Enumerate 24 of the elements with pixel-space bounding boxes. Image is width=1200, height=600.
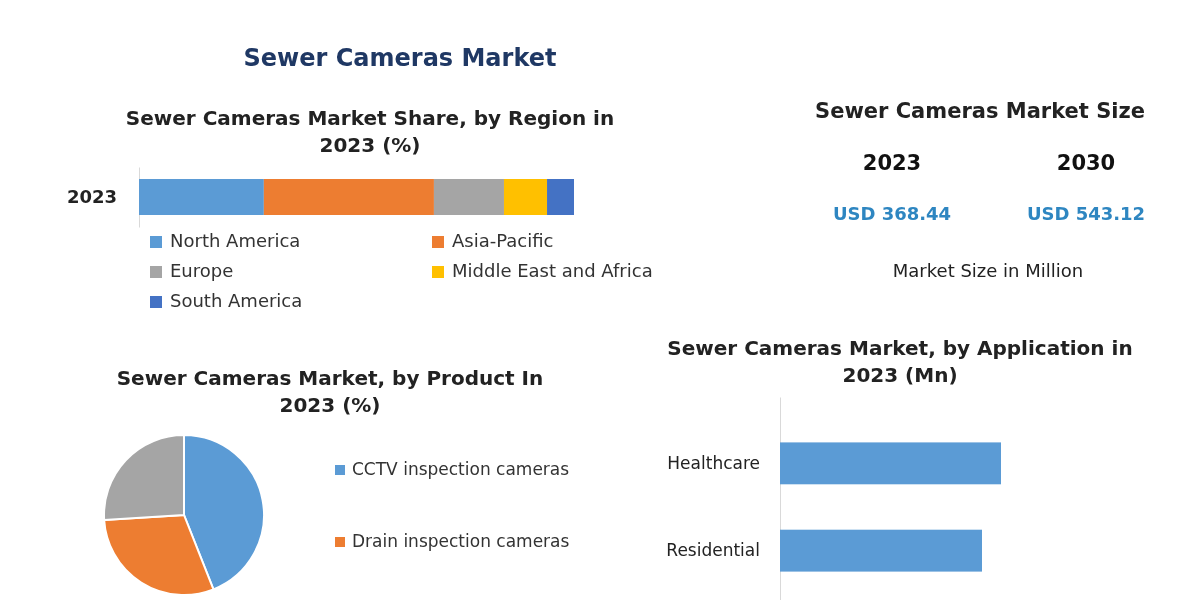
- legend-label: North America: [170, 230, 301, 251]
- text: Sewer Cameras Market Size: [815, 99, 1145, 123]
- legend-label: Asia-Pacific: [452, 230, 554, 251]
- bar: [139, 179, 264, 215]
- legend-label: Drain inspection cameras: [352, 531, 570, 551]
- chart-title: Sewer Cameras Market, by Product In 2023 (%): [116, 366, 544, 417]
- legend-label: CCTV inspection cameras: [352, 459, 570, 479]
- text: USD 368.44: [832, 203, 952, 224]
- legend-label: Middle East and Africa: [452, 260, 653, 281]
- y-tick-label: Residential: [666, 540, 760, 561]
- legend-label: Europe: [170, 260, 234, 281]
- bar: [503, 179, 548, 215]
- y-tick-label: Healthcare: [667, 452, 760, 473]
- bar: [433, 179, 504, 215]
- bar: [547, 179, 574, 215]
- text: 2023: [862, 151, 922, 175]
- text: 2030: [1056, 151, 1116, 175]
- text: Market Size in Million: [892, 260, 1084, 281]
- text: Sewer Cameras Market: [243, 44, 557, 72]
- chart-title: Sewer Cameras Market, by Application in 2023 (Mn): [667, 336, 1133, 387]
- legend-label: South America: [170, 290, 303, 311]
- text: USD 543.12: [1026, 203, 1146, 224]
- bar: [263, 179, 434, 215]
- chart-title: Sewer Cameras Market Share, by Region in 2023 (%): [125, 106, 615, 157]
